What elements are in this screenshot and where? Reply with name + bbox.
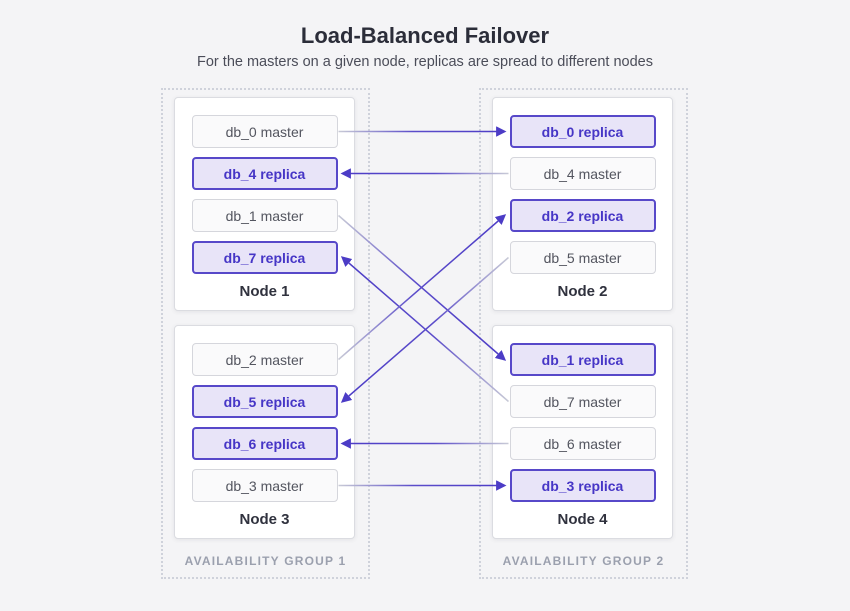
node-4-label: Node 4 bbox=[557, 511, 608, 528]
availability-group-1: db_0 master db_4 replica db_1 master db_7 r… bbox=[161, 88, 370, 579]
node-3-card: db_2 master db_5 replica db_6 replica db_3 … bbox=[174, 325, 355, 539]
node-4-db-stack: db_1 replica db_7 master db_6 master db_3 r… bbox=[493, 343, 672, 502]
node-2-label: Node 2 bbox=[557, 283, 608, 300]
node-1-label: Node 1 bbox=[239, 283, 290, 300]
node-1-db-stack: db_0 master db_4 replica db_1 master db_7 r… bbox=[175, 115, 354, 274]
db-box-db-5-replica: db_5 replica bbox=[191, 385, 338, 418]
node-4-card: db_1 replica db_7 master db_6 master db_3 r… bbox=[492, 325, 673, 539]
db-box-db-2-master: db_2 master bbox=[191, 343, 338, 376]
db-box-db-3-replica: db_3 replica bbox=[509, 469, 656, 502]
db-box-db-0-replica: db_0 replica bbox=[509, 115, 656, 148]
node-2-db-stack: db_0 replica db_4 master db_2 replica db_5 … bbox=[493, 115, 672, 274]
availability-group-2-label: AVAILABILITY GROUP 2 bbox=[502, 554, 665, 568]
node-3-db-stack: db_2 master db_5 replica db_6 replica db_3 … bbox=[175, 343, 354, 502]
db-box-db-4-replica: db_4 replica bbox=[191, 157, 338, 190]
node-1-card: db_0 master db_4 replica db_1 master db_7 r… bbox=[174, 97, 355, 311]
node-2-card: db_0 replica db_4 master db_2 replica db_5 … bbox=[492, 97, 673, 311]
page-title: Load-Balanced Failover bbox=[300, 23, 550, 48]
node-3-label: Node 3 bbox=[239, 511, 290, 528]
availability-group-2: db_0 replica db_4 master db_2 replica db_5 … bbox=[479, 88, 688, 579]
db-box-db-3-master: db_3 master bbox=[191, 469, 338, 502]
db-box-db-1-replica: db_1 replica bbox=[509, 343, 656, 376]
db-box-db-6-replica: db_6 replica bbox=[191, 427, 338, 460]
db-box-db-5-master: db_5 master bbox=[509, 241, 656, 274]
db-box-db-6-master: db_6 master bbox=[509, 427, 656, 460]
db-box-db-1-master: db_1 master bbox=[191, 199, 338, 232]
db-box-db-4-master: db_4 master bbox=[509, 157, 656, 190]
db-box-db-7-master: db_7 master bbox=[509, 385, 656, 418]
availability-group-1-label: AVAILABILITY GROUP 1 bbox=[184, 554, 347, 568]
db-box-db-0-master: db_0 master bbox=[191, 115, 338, 148]
page-subtitle: For the masters on a given node, replica… bbox=[197, 54, 653, 70]
db-box-db-7-replica: db_7 replica bbox=[191, 241, 338, 274]
db-box-db-2-replica: db_2 replica bbox=[509, 199, 656, 232]
